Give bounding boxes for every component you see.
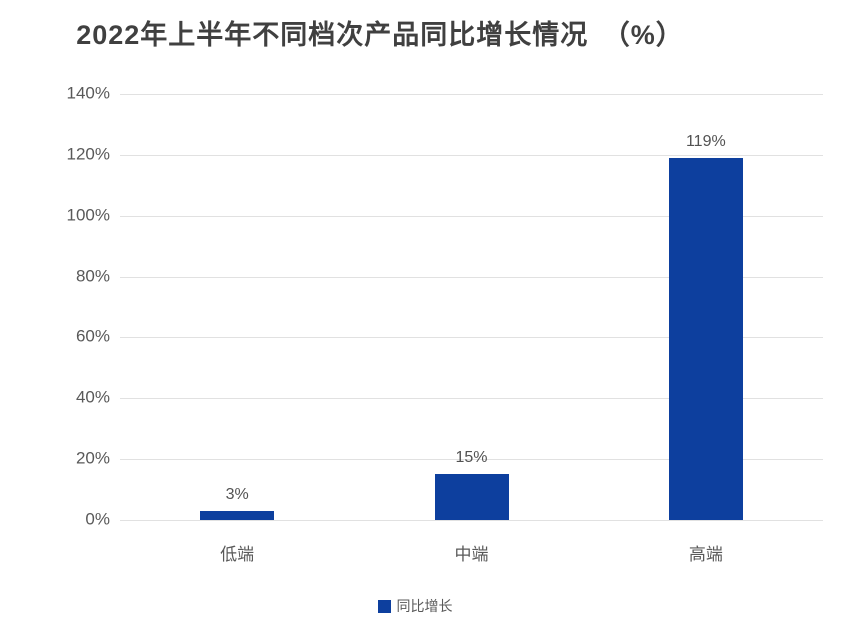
legend-swatch (377, 599, 391, 613)
x-category-label: 高端 (688, 545, 723, 564)
gridline (120, 398, 823, 400)
y-tick-label: 120% (66, 144, 110, 164)
gridline (120, 94, 823, 95)
gridline (120, 276, 823, 278)
y-tick-label: 100% (66, 205, 110, 225)
y-tick-label: 140% (66, 83, 110, 103)
bar-value-label: 3% (225, 486, 249, 503)
x-category-label: 中端 (454, 545, 489, 564)
y-tick-label: 0% (85, 509, 110, 529)
bar-value-label: 15% (455, 449, 488, 466)
gridline (120, 520, 823, 521)
bar-低端 (200, 511, 275, 520)
gridline (120, 154, 823, 156)
x-category-label: 低端 (220, 545, 255, 564)
legend-label: 同比增长 (396, 598, 453, 614)
y-tick-label: 40% (75, 387, 110, 407)
y-axis-labels: 0% 20% 40% 60% 80% 100% 120% 140% (0, 84, 110, 529)
gridline (120, 215, 823, 217)
gridline (120, 459, 823, 461)
gridline (120, 337, 823, 339)
bar-value-label: 119% (685, 133, 726, 150)
bar-高端 (668, 158, 743, 520)
legend: 同比增长 (0, 596, 830, 616)
x-axis-labels: 低端 中端 高端 (120, 520, 823, 564)
y-tick-label: 20% (75, 448, 110, 468)
y-tick-label: 80% (75, 266, 110, 286)
chart-title: 2022年上半年不同档次产品同比增长情况 （%） (76, 20, 684, 50)
y-tick-label: 60% (75, 327, 110, 347)
bar-中端 (434, 474, 509, 520)
plot-area: 3% 15% 119% (120, 94, 823, 521)
